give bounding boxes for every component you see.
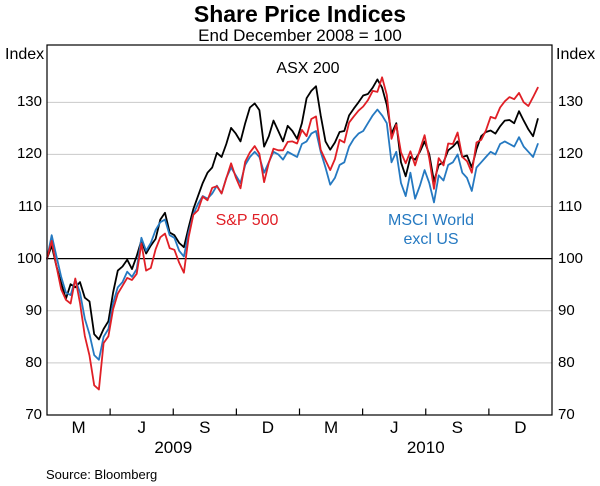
page-title: Share Price Indices — [193, 1, 407, 27]
x-month-label-1-J: J — [137, 418, 146, 437]
plot-frame — [46, 44, 553, 416]
x-month-label-3-D: D — [261, 418, 275, 437]
y-axis-label-left: Index — [5, 46, 45, 63]
x-month-label-7-D: D — [514, 418, 527, 437]
x-year-label-2009: 2009 — [154, 438, 193, 457]
y-tick-label-left-110: 110 — [18, 197, 42, 215]
y-tick-label-right-120: 120 — [558, 145, 584, 163]
x-month-label-0-M: M — [71, 418, 86, 437]
x-month-label-2-S: S — [199, 418, 211, 437]
y-tick-label-right-90: 90 — [558, 301, 575, 319]
x-month-label-4-M: M — [323, 418, 339, 437]
series-label-msci: MSCI World excl US — [371, 211, 491, 249]
y-tick-label-left-120: 120 — [16, 145, 42, 163]
y-tick-label-right-80: 80 — [558, 353, 575, 371]
x-month-label-6-S: S — [451, 418, 463, 437]
x-month-label-5-J: J — [389, 418, 399, 437]
series-line-s-p-500 — [46, 76, 539, 391]
series-label-asx200: ASX 200 — [276, 60, 340, 77]
page-subtitle: End December 2008 = 100 — [198, 26, 402, 45]
y-tick-label-left-100: 100 — [16, 249, 42, 267]
source-note: Source: Bloomberg — [46, 467, 158, 482]
series-label-msci-line1: MSCI World — [388, 212, 474, 229]
series-line-asx-200 — [46, 78, 539, 341]
y-axis-label-right: Index — [556, 46, 596, 63]
y-tick-label-right-110: 110 — [558, 197, 582, 215]
y-tick-label-left-130: 130 — [16, 93, 42, 111]
y-tick-label-left-90: 90 — [25, 301, 42, 319]
y-tick-label-left-70: 70 — [25, 406, 42, 423]
series-label-sp500: S&P 500 — [215, 212, 279, 229]
series-label-msci-line2: excl US — [403, 231, 459, 248]
y-tick-label-right-70: 70 — [558, 406, 575, 423]
y-tick-label-left-80: 80 — [25, 353, 42, 371]
y-tick-label-right-100: 100 — [558, 249, 584, 267]
y-tick-label-right-130: 130 — [558, 93, 584, 111]
x-year-label-2010: 2010 — [406, 438, 445, 457]
series-line-msci-world-excl-us — [46, 108, 539, 361]
